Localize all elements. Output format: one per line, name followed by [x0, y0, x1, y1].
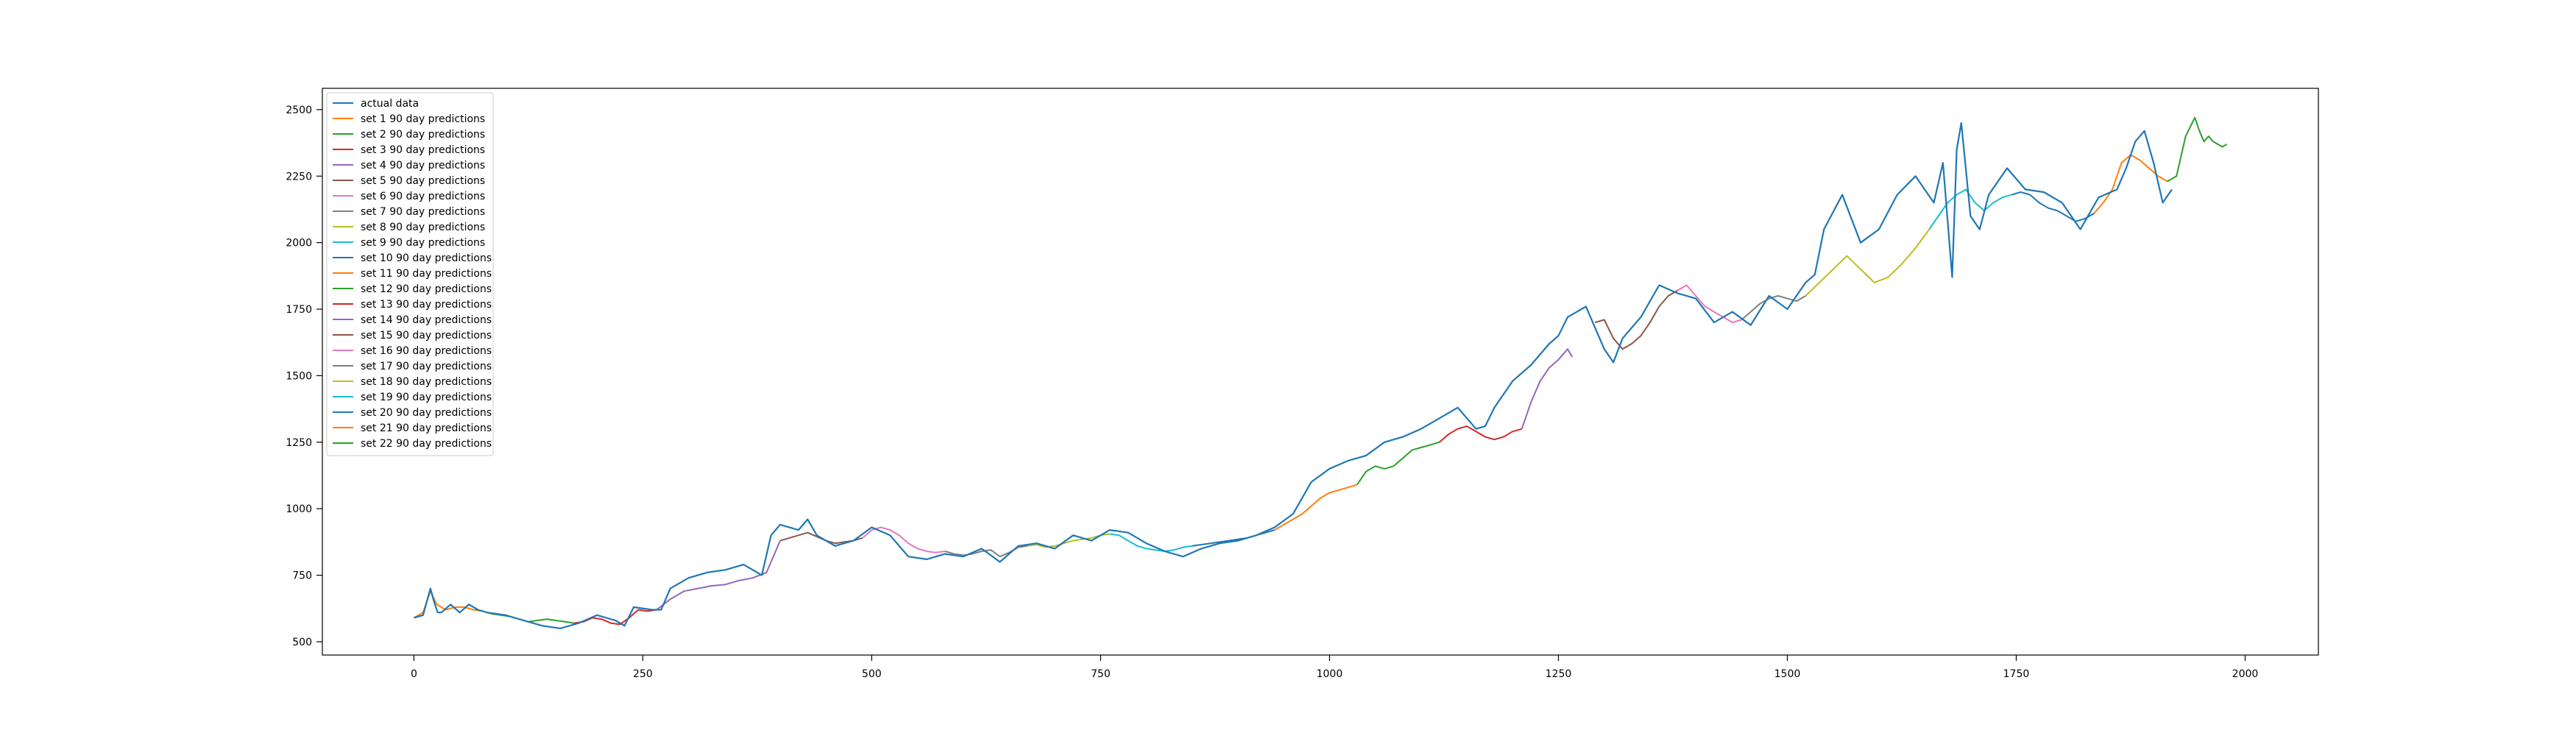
y-tick-label: 2000: [286, 238, 312, 250]
y-axis: 500 750 1000 1250 1500 1750 2000 2250 2500: [286, 105, 322, 648]
legend-label: set 7 90 day predictions: [361, 206, 485, 218]
x-tick-label: 750: [1091, 668, 1111, 680]
x-tick-label: 2000: [2232, 668, 2259, 680]
prediction-line-set-11: [1274, 484, 1358, 531]
y-tick-label: 1250: [286, 437, 312, 449]
legend-label: set 9 90 day predictions: [361, 237, 485, 249]
legend-label: set 2 90 day predictions: [361, 129, 485, 141]
y-tick-label: 1750: [286, 304, 312, 316]
x-tick-label: 0: [411, 668, 417, 680]
prediction-line-set-20: [2011, 191, 2095, 222]
legend-label: set 16 90 day predictions: [361, 345, 492, 357]
legend-label: set 3 90 day predictions: [361, 144, 485, 156]
x-tick-label: 1000: [1317, 668, 1343, 680]
x-tick-label: 250: [633, 668, 653, 680]
x-tick-label: 500: [862, 668, 882, 680]
prediction-line-set-12: [1356, 441, 1440, 486]
legend-label: set 19 90 day predictions: [361, 392, 492, 403]
prediction-line-set-13: [1439, 425, 1522, 443]
prediction-line-set-16: [1677, 284, 1742, 324]
legend-label: set 10 90 day predictions: [361, 252, 492, 264]
actual-data-line: [414, 121, 2173, 629]
legend-label: set 1 90 day predictions: [361, 113, 485, 125]
legend-label: set 17 90 day predictions: [361, 361, 492, 372]
x-tick-label: 1500: [1774, 668, 1801, 680]
legend-label: set 22 90 day predictions: [361, 438, 492, 450]
legend-label: set 5 90 day predictions: [361, 175, 485, 187]
legend-label: set 20 90 day predictions: [361, 407, 492, 419]
prediction-line-set-18: [1805, 229, 1931, 297]
legend-label: set 11 90 day predictions: [361, 268, 492, 280]
legend-label: actual data: [361, 98, 419, 110]
legend-label: set 6 90 day predictions: [361, 191, 485, 202]
x-axis: 0 250 500 750 1000 1250 1500 1750 2000: [411, 655, 2258, 680]
x-tick-label: 1250: [1546, 668, 1572, 680]
prediction-line-set-14: [1521, 348, 1573, 430]
legend-label: set 12 90 day predictions: [361, 283, 492, 295]
prediction-line-set-4: [656, 540, 781, 611]
x-tick-label: 1750: [2003, 668, 2030, 680]
legend-label: set 4 90 day predictions: [361, 160, 485, 171]
plot-frame: [322, 88, 2319, 656]
y-tick-label: 1000: [286, 503, 312, 515]
prediction-line-set-19: [1928, 188, 2012, 230]
prediction-line-set-17: [1741, 295, 1806, 321]
y-tick-label: 2250: [286, 171, 312, 183]
prediction-line-set-22: [2167, 116, 2228, 183]
y-tick-label: 500: [292, 637, 312, 648]
legend-box: [326, 92, 494, 456]
legend-label: set 21 90 day predictions: [361, 422, 492, 434]
prediction-line-set-8: [1027, 533, 1111, 548]
plot-area: [322, 88, 2318, 655]
legend-label: set 14 90 day predictions: [361, 314, 492, 326]
legend-label: set 8 90 day predictions: [361, 222, 485, 233]
y-tick-label: 750: [292, 570, 312, 582]
legend-label: set 18 90 day predictions: [361, 376, 492, 388]
prediction-line-set-9: [1109, 533, 1192, 552]
legend-label: set 13 90 day predictions: [361, 299, 492, 311]
legend-label: set 15 90 day predictions: [361, 330, 492, 342]
y-tick-label: 1500: [286, 370, 312, 382]
prediction-line-set-15: [1594, 289, 1678, 350]
actual-line-layer: [414, 121, 2173, 629]
legend: actual data set 1 90 day predictions set 2…: [326, 92, 494, 456]
y-tick-label: 2500: [286, 105, 312, 116]
